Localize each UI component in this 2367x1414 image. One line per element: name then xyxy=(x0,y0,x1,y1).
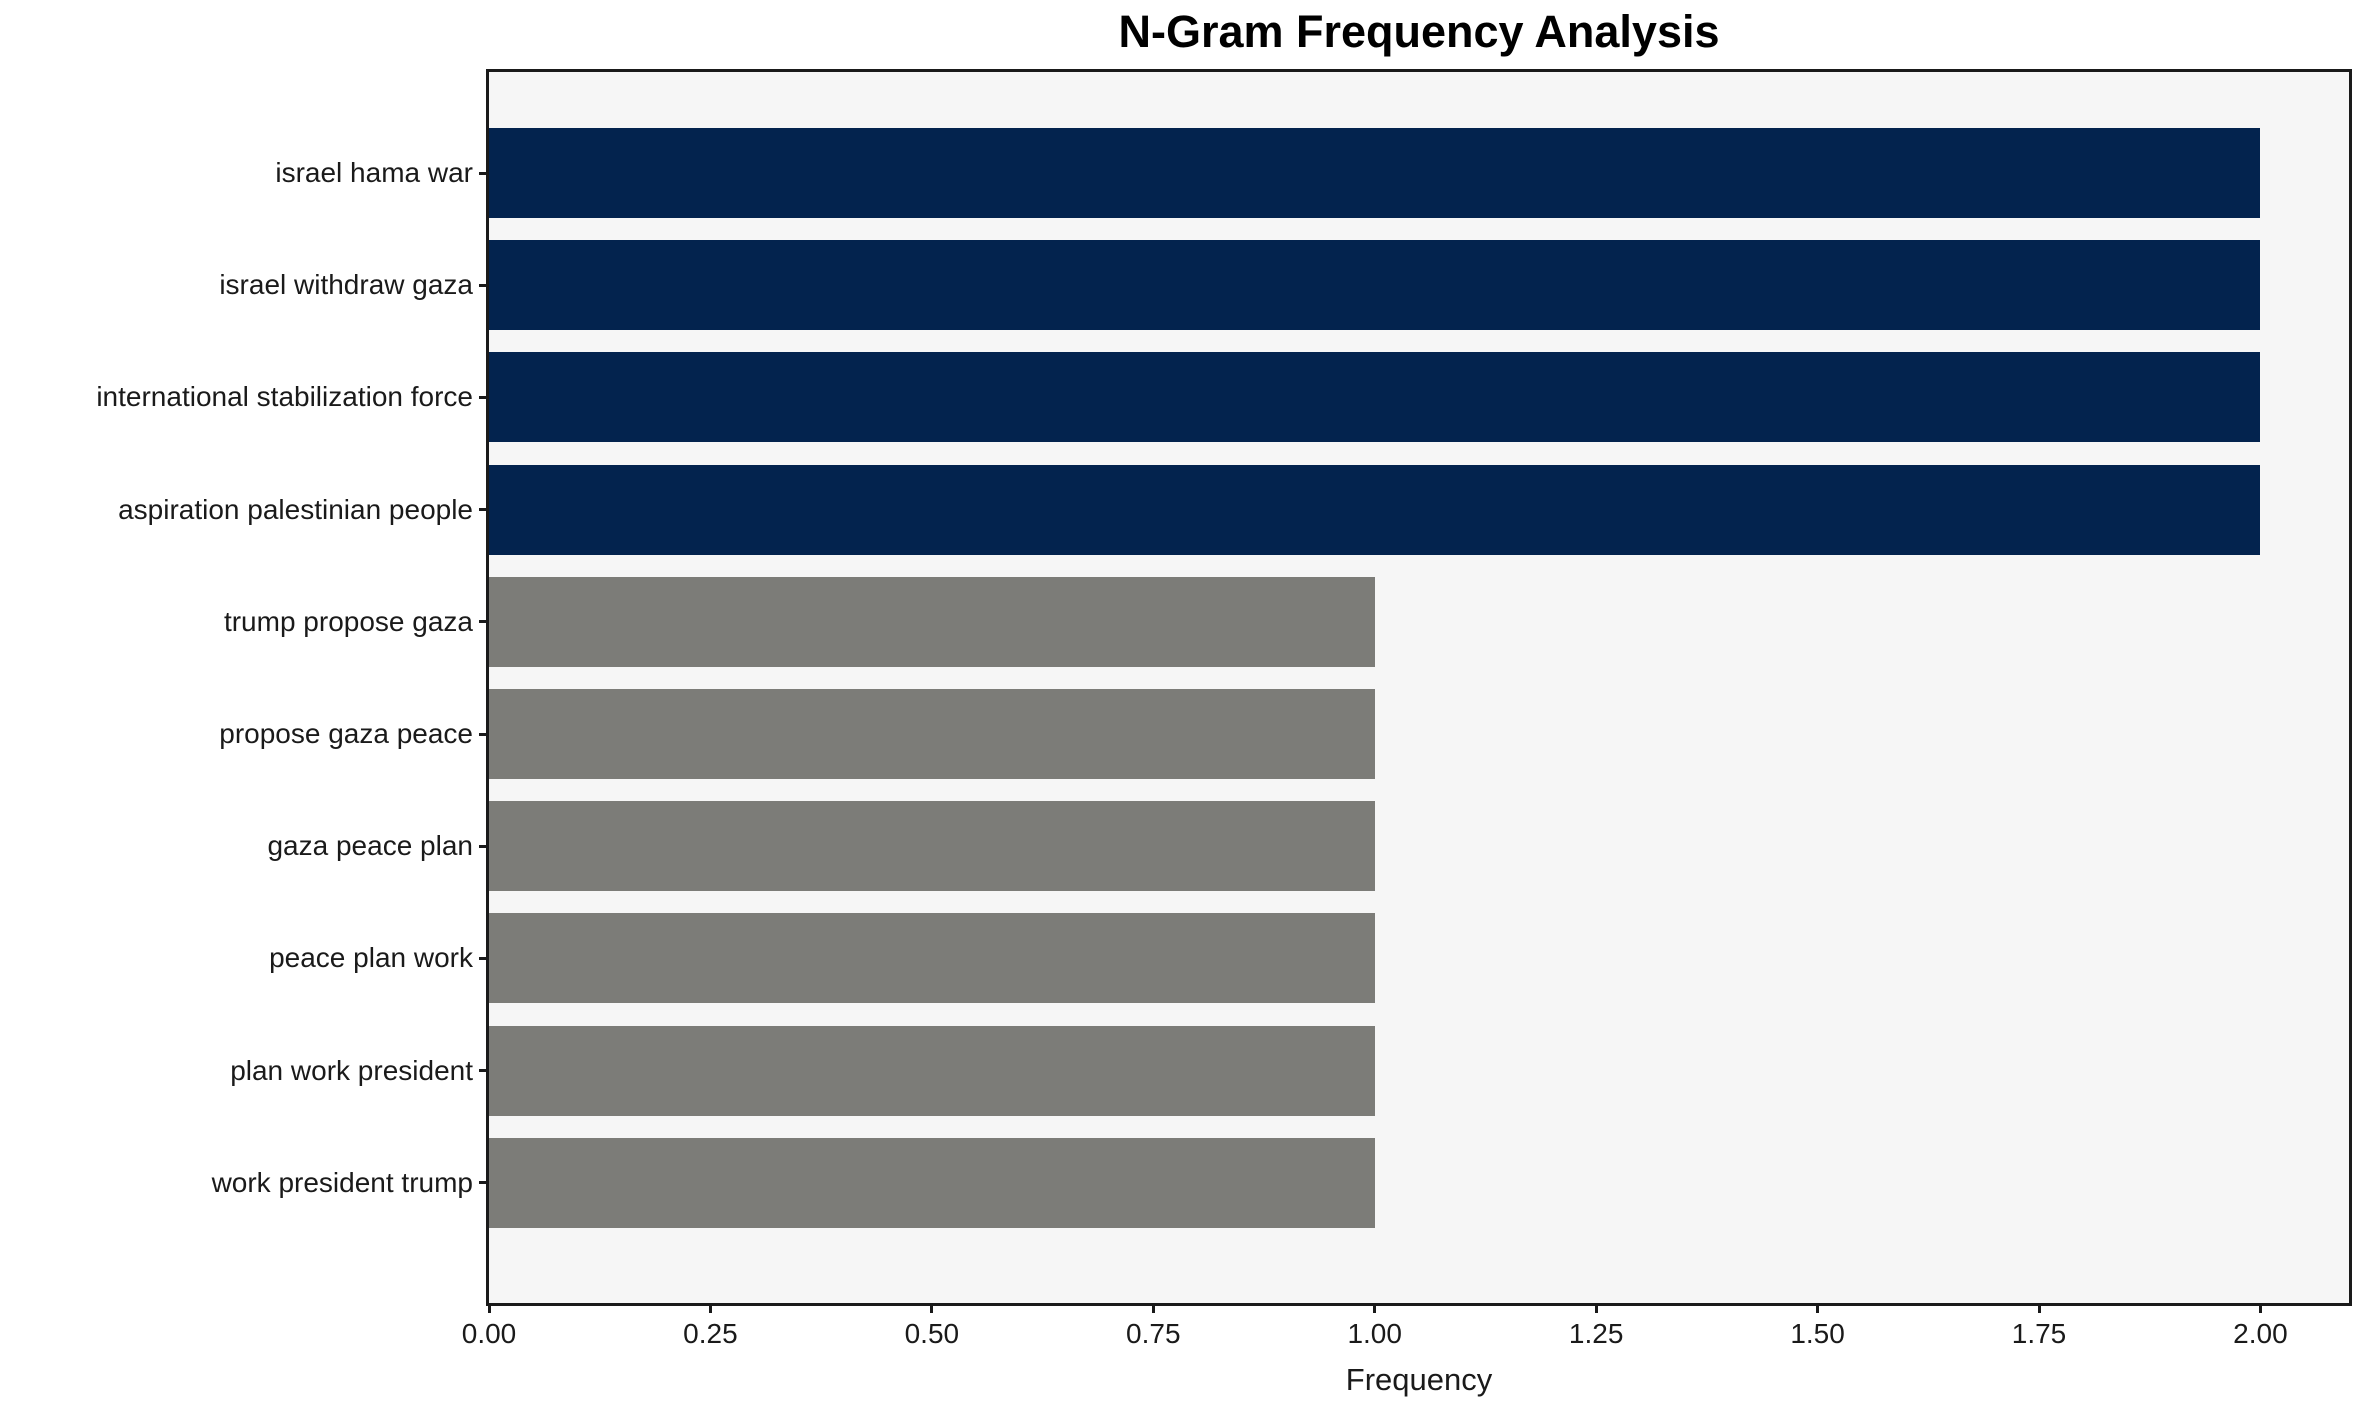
y-tick-mark xyxy=(479,1069,489,1073)
x-tick-label: 1.25 xyxy=(1568,1318,1624,1349)
y-tick-mark xyxy=(479,732,489,736)
x-tick-mark xyxy=(1816,1303,1820,1313)
x-tick-label: 1.00 xyxy=(1347,1318,1402,1349)
x-tick-label: 0.25 xyxy=(683,1318,738,1349)
bars-layer xyxy=(479,72,2349,1313)
x-tick-mark xyxy=(487,1303,491,1313)
x-tick-mark xyxy=(2258,1303,2262,1313)
y-tick-mark xyxy=(479,395,489,399)
bar-aspiration-palestinian-people xyxy=(489,464,2261,555)
y-tick-label: gaza peace plan xyxy=(267,830,473,862)
x-tick-label: 2.00 xyxy=(2233,1318,2288,1349)
x-axis-label: Frequency xyxy=(1345,1362,1493,1397)
y-tick-mark xyxy=(479,508,489,512)
y-tick-label: work president trump xyxy=(211,1166,473,1198)
bar-gaza-peace-plan xyxy=(489,801,1375,892)
y-axis-labels: israel hama war israel withdraw gaza inter… xyxy=(0,72,473,1303)
x-tick-mark xyxy=(2037,1303,2041,1313)
x-tick-label: 0.00 xyxy=(461,1318,517,1349)
y-tick-mark xyxy=(479,956,489,960)
y-tick-label: plan work president xyxy=(230,1054,473,1086)
y-tick-mark xyxy=(479,171,489,175)
x-tick-label: 0.50 xyxy=(904,1318,960,1349)
y-tick-label: propose gaza peace xyxy=(219,718,473,749)
y-tick-label: aspiration palestinian people xyxy=(118,493,473,525)
x-tick-label: 0.75 xyxy=(1126,1318,1181,1349)
bar-israel-withdraw-gaza xyxy=(489,240,2261,331)
y-tick-label: peace plan work xyxy=(269,942,473,974)
bar-work-president-trump xyxy=(489,1137,1375,1228)
y-tick-label: trump propose gaza xyxy=(223,605,473,637)
x-tick-mark xyxy=(1373,1303,1377,1313)
y-tick-mark xyxy=(479,283,489,287)
y-tick-label: israel withdraw gaza xyxy=(219,269,473,301)
x-tick-mark xyxy=(930,1303,934,1313)
y-tick-mark xyxy=(479,1181,489,1185)
bar-israel-hama-war xyxy=(489,128,2261,218)
x-tick-mark xyxy=(708,1303,712,1313)
y-tick-label: israel hama war xyxy=(275,157,473,188)
y-tick-mark xyxy=(479,844,489,848)
x-tick-label: 1.50 xyxy=(1790,1318,1845,1349)
x-tick-mark xyxy=(1151,1303,1155,1313)
bar-trump-propose-gaza xyxy=(489,576,1375,667)
y-tick-label: international stabilization force xyxy=(96,381,473,413)
y-tick-mark xyxy=(479,620,489,624)
bar-international-stabilization-force xyxy=(489,352,2261,443)
bar-peace-plan-work xyxy=(489,913,1375,1004)
x-tick-mark xyxy=(1594,1303,1598,1313)
bar-plan-work-president xyxy=(489,1025,1375,1116)
chart-title: N-Gram Frequency Analysis xyxy=(1118,6,1720,57)
x-tick-label: 1.75 xyxy=(2011,1318,2067,1349)
bar-propose-gaza-peace xyxy=(489,689,1375,779)
